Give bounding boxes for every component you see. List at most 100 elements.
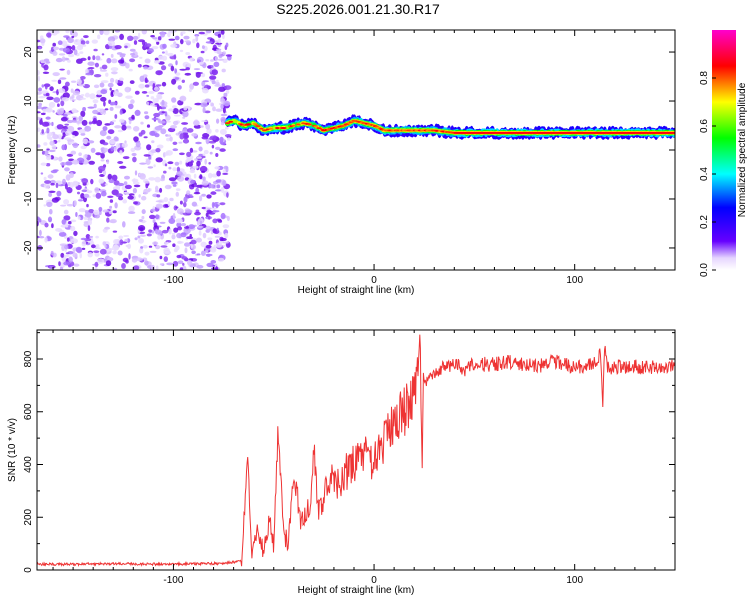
noise-speck xyxy=(159,178,165,182)
noise-speck xyxy=(195,35,199,42)
noise-speck xyxy=(137,235,141,239)
y-tick-label: 800 xyxy=(23,350,34,367)
noise-speck xyxy=(198,61,204,65)
noise-speck xyxy=(159,263,163,266)
noise-speck xyxy=(109,139,116,145)
noise-speck xyxy=(140,234,146,237)
noise-speck xyxy=(185,67,190,71)
noise-speck xyxy=(139,56,143,59)
noise-speck xyxy=(89,93,96,100)
noise-speck xyxy=(189,88,192,93)
noise-speck xyxy=(129,48,136,52)
noise-speck xyxy=(69,98,77,101)
noise-speck xyxy=(113,146,117,152)
noise-speck xyxy=(219,128,227,135)
noise-speck xyxy=(159,187,163,193)
noise-speck xyxy=(50,182,55,186)
noise-speck xyxy=(155,157,163,163)
noise-speck xyxy=(134,90,140,95)
noise-speck xyxy=(52,42,56,47)
noise-speck xyxy=(63,35,70,38)
noise-speck xyxy=(72,90,81,96)
noise-speck xyxy=(87,61,95,66)
noise-speck xyxy=(73,263,80,267)
noise-speck xyxy=(138,194,141,198)
noise-speck xyxy=(68,221,72,225)
noise-speck xyxy=(58,88,66,94)
x-tick-label: 0 xyxy=(371,575,377,586)
noise-speck xyxy=(64,183,68,190)
noise-speck xyxy=(113,136,119,142)
noise-speck xyxy=(81,119,88,126)
noise-speck xyxy=(137,32,141,39)
noise-speck xyxy=(106,57,112,64)
noise-speck xyxy=(204,110,211,114)
noise-speck xyxy=(71,35,75,39)
noise-speck xyxy=(186,128,194,133)
noise-speck xyxy=(219,202,226,206)
noise-speck xyxy=(169,127,175,131)
noise-speck xyxy=(128,68,133,72)
noise-speck xyxy=(193,173,197,179)
noise-speck xyxy=(143,136,148,139)
noise-speck xyxy=(144,84,150,88)
noise-speck xyxy=(75,117,79,121)
noise-speck xyxy=(144,58,151,64)
noise-speck xyxy=(80,57,87,62)
noise-speck xyxy=(207,212,216,215)
noise-speck xyxy=(63,254,70,258)
noise-speck xyxy=(176,254,182,259)
noise-speck xyxy=(71,159,80,165)
noise-speck xyxy=(71,45,76,51)
snr-panel: -100 0 100 0 200 400 600 800 Height of straigh… xyxy=(7,329,676,596)
noise-speck xyxy=(184,40,191,43)
noise-speck xyxy=(46,148,50,151)
noise-speck xyxy=(41,90,49,94)
noise-speck xyxy=(219,148,226,152)
noise-speck xyxy=(187,63,192,68)
noise-speck xyxy=(48,149,56,153)
noise-speck xyxy=(70,30,73,36)
noise-speck xyxy=(167,161,174,165)
noise-speck xyxy=(38,87,42,92)
noise-speck xyxy=(64,137,72,141)
noise-speck xyxy=(94,261,99,268)
noise-speck xyxy=(139,75,145,83)
noise-speck xyxy=(156,194,161,198)
noise-speck xyxy=(137,64,142,68)
noise-speck xyxy=(189,57,195,62)
noise-speck xyxy=(81,240,87,247)
y-tick-label: 400 xyxy=(23,456,34,473)
noise-speck xyxy=(172,212,176,220)
noise-speck xyxy=(222,241,229,244)
noise-speck xyxy=(37,75,41,82)
noise-speck xyxy=(139,227,144,231)
noise-speck xyxy=(83,216,88,221)
noise-speck xyxy=(199,195,203,202)
noise-speck xyxy=(117,250,123,256)
noise-speck xyxy=(45,92,50,97)
noise-speck xyxy=(65,161,73,166)
noise-speck xyxy=(61,56,66,62)
noise-speck xyxy=(99,248,107,255)
noise-speck xyxy=(85,234,91,239)
noise-speck xyxy=(226,137,231,141)
noise-speck xyxy=(188,224,195,230)
noise-speck xyxy=(114,45,122,50)
noise-speck xyxy=(200,241,207,248)
noise-speck xyxy=(106,159,110,165)
ridge-blob xyxy=(255,125,261,128)
ridge-blob xyxy=(259,127,264,130)
noise-speck xyxy=(150,35,155,38)
noise-speck xyxy=(220,186,225,193)
noise-speck xyxy=(107,40,116,47)
noise-speck xyxy=(179,152,185,156)
noise-speck xyxy=(59,77,67,80)
y-tick-label: -20 xyxy=(23,240,34,255)
noise-speck xyxy=(40,172,44,175)
noise-speck xyxy=(57,79,62,85)
noise-speck xyxy=(138,219,143,222)
noise-speck xyxy=(177,226,183,231)
noise-speck xyxy=(194,34,200,37)
noise-speck xyxy=(180,38,184,45)
